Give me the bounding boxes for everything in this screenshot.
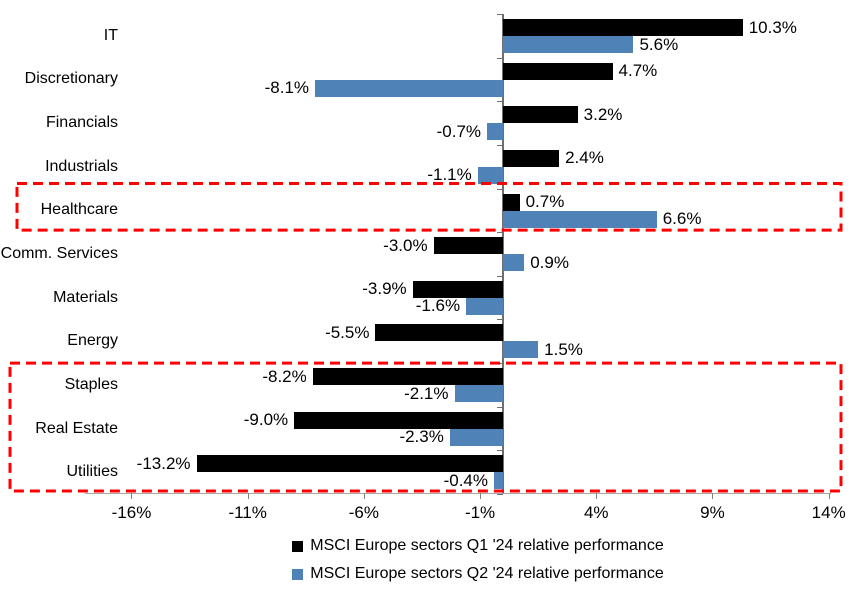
q2-bar	[503, 210, 657, 228]
x-axis-tick-label: 4%	[583, 503, 609, 522]
q2-bar	[487, 123, 504, 141]
value-label: 5.6%	[639, 34, 679, 54]
value-label: -8.2%	[262, 366, 307, 386]
category-label: Staples	[64, 375, 118, 393]
value-label: -0.7%	[436, 121, 482, 141]
category-label: Energy	[67, 332, 118, 350]
q1-bar	[196, 455, 504, 473]
value-label: -2.1%	[404, 383, 449, 403]
value-label: -8.1%	[264, 78, 310, 98]
value-label: -2.3%	[399, 427, 444, 447]
x-axis-tick-label: -16%	[111, 503, 152, 522]
value-label: -3.0%	[383, 235, 428, 255]
x-axis-tick	[480, 493, 482, 499]
value-label: 6.6%	[662, 209, 702, 229]
x-axis-tick	[828, 493, 830, 499]
category-axis-tick	[497, 494, 504, 495]
q2-bar	[503, 254, 525, 272]
q2-bar	[477, 166, 504, 184]
category-label: IT	[103, 26, 118, 44]
x-axis-tick	[363, 493, 365, 499]
q1-bar	[503, 62, 613, 80]
x-axis-tick-label: 9%	[700, 503, 725, 522]
category-label: Utilities	[66, 463, 118, 481]
category-axis-tick	[497, 275, 504, 277]
x-axis-tick-label: 14%	[811, 503, 846, 522]
value-label: 2.4%	[565, 148, 604, 168]
healthcare-highlight	[15, 182, 843, 232]
q1-bar	[312, 368, 504, 386]
value-label: -1.6%	[415, 296, 461, 316]
x-axis-line	[85, 493, 831, 494]
q2-bar	[454, 385, 504, 403]
q1-legend-label: MSCI Europe sectors Q1 '24 relative perf…	[310, 537, 664, 554]
q1-bar	[375, 324, 504, 342]
q1-bar	[503, 106, 578, 124]
x-axis-tick	[712, 493, 714, 499]
value-label: -3.9%	[362, 279, 407, 299]
category-label: Comm. Services	[0, 244, 118, 262]
value-label: -13.2%	[136, 453, 191, 473]
value-label: 10.3%	[748, 17, 797, 37]
x-axis-tick	[247, 493, 249, 499]
q1-bar	[433, 237, 504, 255]
category-label: Real Estate	[35, 419, 118, 437]
category-axis-tick	[497, 14, 504, 15]
q1-bar	[503, 149, 560, 167]
value-label: 3.2%	[583, 104, 623, 124]
q2-bar	[466, 297, 504, 315]
value-label: -9.0%	[243, 410, 289, 430]
value-label: -0.4%	[443, 470, 489, 490]
x-axis-tick-label: -11%	[228, 503, 267, 522]
chart-legend: MSCI Europe sectors Q1 '24 relative perf…	[104, 532, 852, 588]
value-label: -1.1%	[427, 165, 472, 185]
category-axis-tick	[497, 57, 504, 59]
q2-bar	[449, 428, 504, 446]
x-axis-tick-label: -6%	[348, 503, 379, 522]
q2-bar	[503, 341, 539, 359]
value-axis-zero-line	[502, 14, 505, 494]
q2-bar	[503, 36, 634, 53]
value-label: 0.9%	[530, 252, 569, 272]
category-label: Materials	[53, 288, 118, 306]
category-label: Industrials	[45, 157, 118, 175]
category-axis-tick	[497, 232, 504, 234]
category-axis-tick	[497, 144, 504, 146]
q1-bar	[503, 193, 520, 211]
q2-legend-swatch	[292, 568, 304, 580]
category-axis-tick	[497, 101, 504, 103]
category-axis-tick	[497, 319, 504, 321]
legend-item-q1: MSCI Europe sectors Q1 '24 relative perf…	[104, 532, 852, 560]
q2-bar	[315, 79, 504, 97]
q1-legend-swatch	[292, 540, 304, 552]
category-label: Financials	[45, 114, 118, 132]
q1-bar	[412, 280, 504, 298]
q2-bar	[494, 472, 504, 490]
q1-bar	[503, 19, 743, 36]
value-label: 0.7%	[525, 192, 565, 212]
x-axis-tick-label: -1%	[464, 503, 496, 522]
x-axis-tick	[131, 493, 133, 499]
value-label: 4.7%	[618, 61, 658, 81]
category-label: Discretionary	[24, 70, 118, 88]
q2-legend-label: MSCI Europe sectors Q2 '24 relative perf…	[310, 565, 664, 582]
q1-bar	[294, 411, 504, 429]
value-label: 1.5%	[544, 339, 583, 359]
legend-item-q2: MSCI Europe sectors Q2 '24 relative perf…	[104, 560, 852, 588]
category-label: Healthcare	[40, 201, 118, 219]
value-label: -5.5%	[325, 322, 370, 342]
x-axis-tick	[596, 493, 598, 499]
